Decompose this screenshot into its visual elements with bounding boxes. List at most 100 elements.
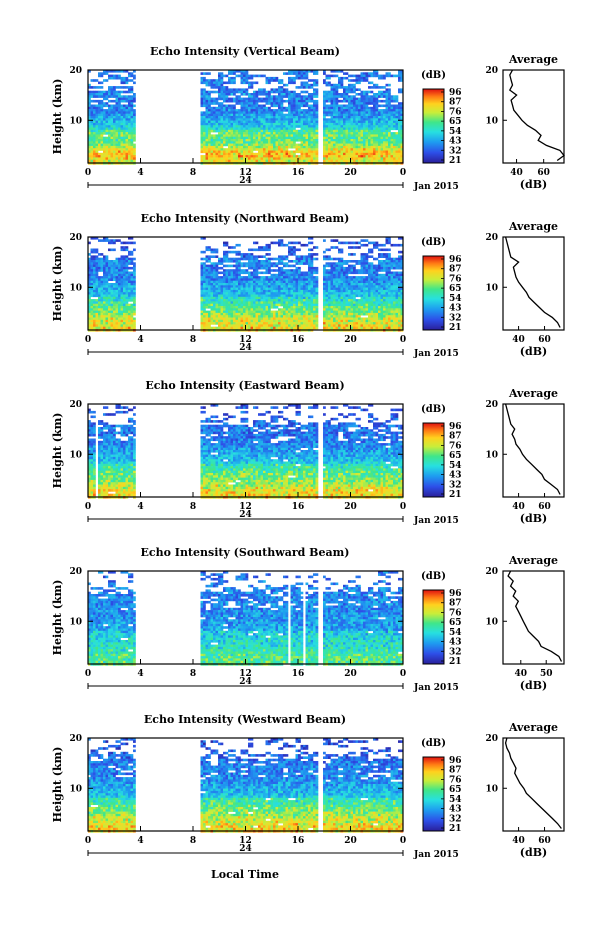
heatmap-cell: [360, 118, 364, 121]
heatmap-cell: [118, 271, 121, 275]
heatmap-cell: [258, 289, 261, 293]
heatmap-cell: [115, 266, 119, 270]
heatmap-cell: [333, 95, 336, 98]
heatmap-cell: [90, 301, 94, 304]
heatmap-cell: [273, 122, 276, 126]
heatmap-cell: [278, 81, 281, 85]
heatmap-cell: [248, 264, 251, 268]
heatmap-cell: [315, 152, 319, 156]
heatmap-cell: [203, 116, 206, 119]
heatmap-cell: [263, 280, 266, 284]
heatmap-cell: [105, 125, 109, 128]
heatmap-cell: [225, 303, 229, 307]
heatmap-cell: [223, 301, 226, 304]
heatmap-cell: [213, 294, 216, 298]
heatmap-cell: [250, 118, 254, 121]
heatmap-cell: [350, 99, 354, 103]
heatmap-cell: [230, 157, 234, 160]
heatmap-cell: [213, 97, 216, 101]
heatmap-cell: [125, 319, 129, 323]
heatmap-cell: [200, 125, 204, 128]
heatmap-cell: [105, 152, 109, 156]
heatmap-cell: [400, 88, 404, 91]
heatmap-cell: [130, 273, 134, 277]
heatmap-cell: [113, 322, 116, 325]
heatmap-cell: [308, 79, 311, 82]
heatmap-cell: [358, 136, 361, 140]
heatmap-cell: [288, 145, 291, 149]
heatmap-cell: [348, 159, 351, 163]
heatmap-cell: [270, 127, 274, 131]
heatmap-cell: [295, 93, 299, 96]
heatmap-cell: [218, 155, 221, 158]
y-tick-label: 10: [69, 116, 82, 126]
heatmap-cell: [200, 102, 204, 105]
heatmap-cell: [228, 157, 231, 160]
heatmap-cell: [228, 113, 231, 117]
heatmap-cell: [100, 294, 104, 298]
heatmap-cell: [335, 125, 339, 128]
heatmap-cell: [118, 76, 121, 80]
heatmap-cell: [108, 86, 111, 89]
heatmap-cell: [335, 141, 339, 144]
heatmap-cell: [373, 129, 376, 133]
heatmap-cell: [368, 125, 371, 128]
heatmap-cell: [355, 148, 359, 151]
heatmap-cell: [343, 120, 346, 124]
heatmap-cell: [223, 157, 226, 160]
heatmap-cell: [220, 287, 224, 291]
heatmap-cell: [340, 81, 344, 85]
heatmap-cell: [273, 99, 276, 103]
heatmap-cell: [235, 280, 239, 284]
heatmap-cell: [258, 322, 261, 325]
heatmap-cell: [293, 152, 296, 156]
heatmap-cell: [255, 157, 259, 160]
heatmap-cell: [243, 127, 246, 131]
heatmap-cell: [380, 141, 384, 144]
heatmap-cell: [225, 97, 229, 101]
heatmap-cell: [280, 109, 284, 112]
heatmap-cell: [360, 116, 364, 119]
heatmap-cell: [203, 134, 206, 137]
heatmap-cell: [248, 310, 251, 314]
heatmap-cell: [215, 159, 219, 163]
heatmap-cell: [128, 106, 131, 110]
heatmap-cell: [263, 306, 266, 309]
heatmap-cell: [385, 145, 389, 149]
heatmap-cell: [225, 74, 229, 78]
heatmap-cell: [343, 155, 346, 158]
heatmap-cell: [285, 141, 289, 144]
heatmap-cell: [360, 113, 364, 117]
heatmap-cell: [360, 97, 364, 101]
heatmap-cell: [243, 129, 246, 133]
heatmap-cell: [208, 285, 211, 288]
heatmap-cell: [235, 113, 239, 117]
heatmap-cell: [103, 264, 106, 268]
heatmap-cell: [133, 292, 136, 295]
heatmap-cell: [88, 141, 91, 144]
heatmap-cell: [338, 159, 341, 163]
heatmap-cell: [113, 116, 116, 119]
heatmap-cell: [243, 90, 246, 94]
heatmap-cell: [223, 273, 226, 277]
heatmap-cell: [240, 132, 244, 135]
heatmap-cell: [328, 148, 331, 151]
heatmap-cell: [98, 148, 101, 151]
heatmap-cell: [400, 157, 404, 160]
heatmap-cell: [333, 157, 336, 160]
heatmap-cell: [218, 308, 221, 311]
heatmap-cell: [328, 74, 331, 78]
heatmap-cell: [230, 127, 234, 131]
heatmap-cell: [113, 294, 116, 298]
heatmap-cell: [240, 120, 244, 124]
heatmap-cell: [325, 74, 329, 78]
heatmap-cell: [120, 97, 124, 101]
heatmap-cell: [343, 143, 346, 147]
heatmap-cell: [133, 319, 136, 323]
heatmap-cell: [293, 95, 296, 98]
heatmap-cell: [395, 109, 399, 112]
heatmap-cell: [263, 150, 266, 154]
heatmap-cell: [205, 111, 209, 114]
heatmap-cell: [363, 132, 366, 135]
heatmap-cell: [240, 253, 244, 256]
